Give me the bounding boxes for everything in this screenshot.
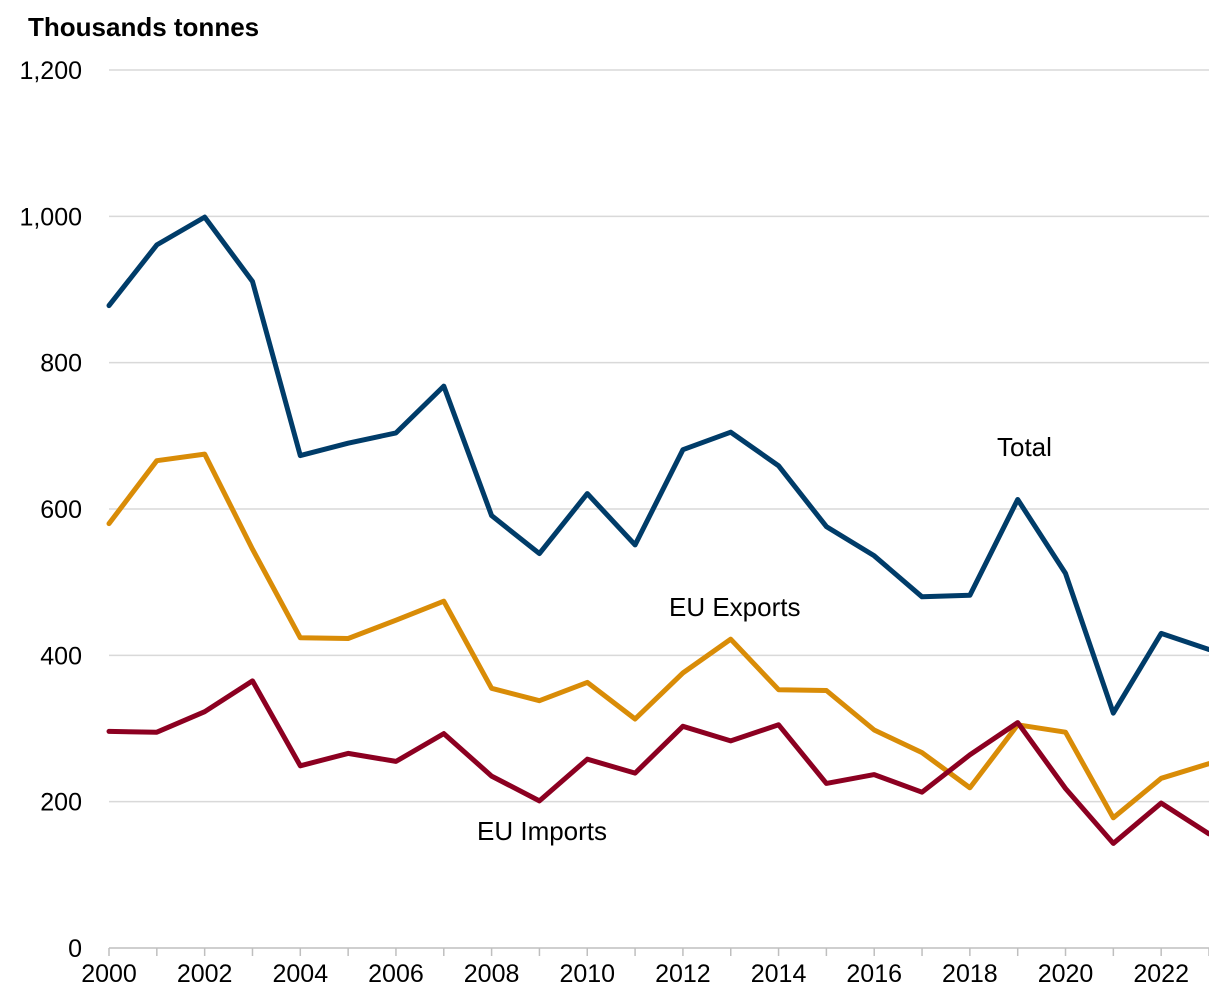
x-tick-label: 2004 — [272, 960, 328, 988]
series-line-total — [106, 214, 1209, 716]
x-tick-label: 2002 — [177, 960, 233, 988]
x-tick-label: 2012 — [655, 960, 711, 988]
series-lines — [106, 214, 1209, 846]
x-axis — [108, 947, 1209, 956]
x-tick-label: 2006 — [368, 960, 424, 988]
gridlines — [109, 69, 1209, 803]
y-tick-label: 800 — [40, 350, 82, 378]
annotation-eu-imports: EU Imports — [477, 816, 607, 846]
x-tick-label: 2014 — [751, 960, 807, 988]
y-axis-ticks: 0 200 400 600 800 1,000 1,200 — [19, 57, 82, 963]
annotation-eu-exports: EU Exports — [669, 592, 801, 622]
y-tick-label: 1,000 — [19, 203, 82, 231]
y-axis-title: Thousands tonnes — [28, 12, 259, 42]
series-line-eu-imports — [106, 678, 1209, 846]
annotation-total: Total — [997, 432, 1052, 462]
y-tick-label: 200 — [40, 789, 82, 817]
x-tick-label: 2022 — [1133, 960, 1189, 988]
x-tick-label: 2020 — [1038, 960, 1094, 988]
x-tick-label: 2018 — [942, 960, 998, 988]
y-tick-label: 1,200 — [19, 57, 82, 85]
y-tick-label: 400 — [40, 642, 82, 670]
y-tick-label: 600 — [40, 496, 82, 524]
x-tick-label: 2010 — [559, 960, 615, 988]
x-tick-label: 2016 — [846, 960, 902, 988]
x-tick-label: 2000 — [81, 960, 137, 988]
series-line-eu-exports — [106, 451, 1209, 821]
y-tick-label: 0 — [68, 935, 82, 963]
x-axis-ticks: 2000 2002 2004 2006 2008 2010 2012 2014 2016 2018… — [81, 960, 1189, 988]
x-tick-label: 2008 — [464, 960, 520, 988]
